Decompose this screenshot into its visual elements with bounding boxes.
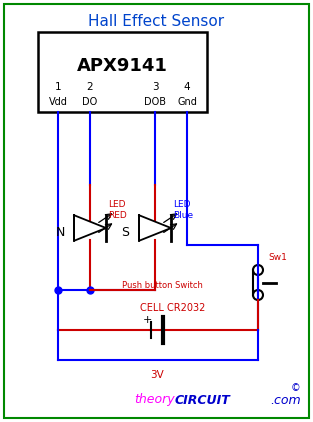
Text: 4: 4 [184,82,190,92]
Text: S: S [121,227,129,240]
Bar [38,32,207,112]
Text: 2: 2 [87,82,93,92]
Text: 3V: 3V [150,370,164,380]
Text: N: N [55,227,65,240]
Text: Push button Switch: Push button Switch [122,281,203,290]
Text: +: + [142,315,152,325]
Text: 3: 3 [152,82,158,92]
Text: theory: theory [134,393,175,406]
Text: APX9141: APX9141 [77,57,168,75]
Text: Vdd: Vdd [49,97,67,107]
Text: Gnd: Gnd [177,97,197,107]
Text: Hall Effect Sensor: Hall Effect Sensor [89,14,224,30]
Text: Sw1: Sw1 [268,254,287,262]
Text: CIRCUIT: CIRCUIT [175,393,231,406]
Text: LED
Blue: LED Blue [173,200,193,220]
Text: .com: .com [270,393,300,406]
Text: CELL CR2032: CELL CR2032 [140,303,205,313]
Text: LED
RED: LED RED [108,200,127,220]
Text: 1: 1 [55,82,61,92]
Text: DOB: DOB [144,97,166,107]
Text: DO: DO [82,97,98,107]
Text: ©: © [290,383,300,393]
